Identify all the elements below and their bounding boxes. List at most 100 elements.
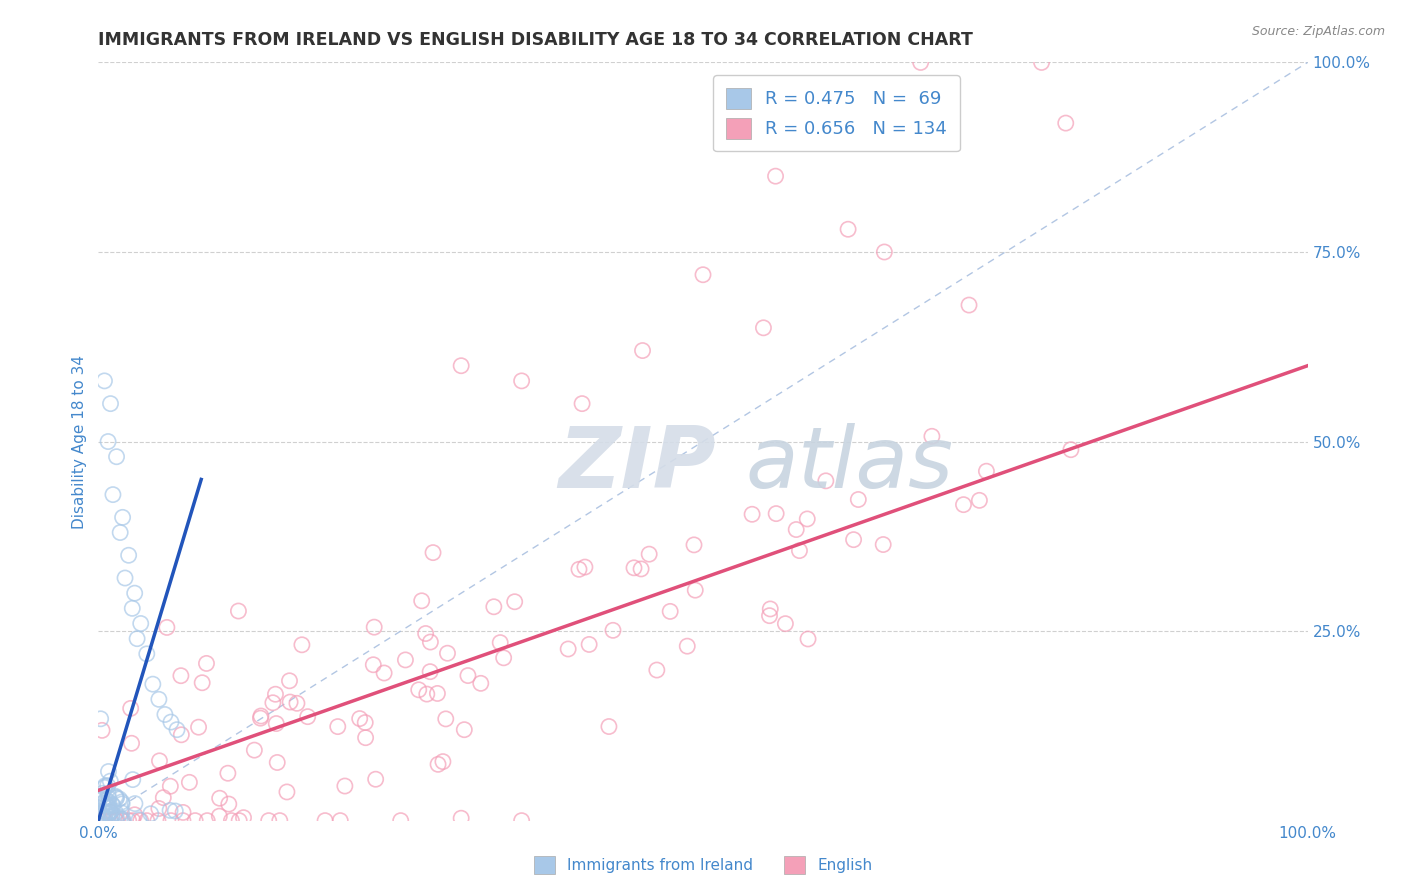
Point — [105, 814, 128, 828]
Point — [108, 811, 131, 825]
Point — [152, 790, 174, 805]
Point — [910, 55, 932, 70]
Point — [758, 608, 780, 623]
Point — [470, 676, 492, 690]
Point — [100, 805, 122, 820]
Point — [291, 638, 314, 652]
Point — [873, 244, 896, 259]
Y-axis label: Disability Age 18 to 34: Disability Age 18 to 34 — [72, 354, 87, 529]
Point — [124, 797, 146, 811]
Point — [89, 814, 111, 828]
Point — [94, 779, 117, 793]
Point — [568, 562, 591, 576]
Point — [93, 374, 115, 388]
Point — [262, 696, 284, 710]
Point — [105, 812, 128, 826]
Point — [114, 571, 136, 585]
Point — [329, 814, 352, 828]
Point — [97, 791, 120, 805]
Point — [94, 805, 117, 820]
Point — [129, 814, 152, 828]
Point — [100, 808, 122, 822]
Point — [645, 663, 668, 677]
Point — [1060, 442, 1083, 457]
Point — [93, 791, 115, 805]
Point — [96, 798, 118, 813]
Point — [264, 716, 287, 731]
Point — [278, 673, 301, 688]
Point — [90, 808, 112, 822]
Point — [101, 809, 124, 823]
Point — [266, 756, 288, 770]
Point — [97, 798, 120, 813]
Point — [165, 804, 187, 818]
Point — [364, 772, 387, 787]
Point — [326, 720, 349, 734]
Point — [489, 635, 512, 649]
Point — [97, 806, 120, 821]
Point — [432, 755, 454, 769]
Point — [218, 797, 240, 811]
Point — [110, 805, 132, 820]
Point — [333, 779, 356, 793]
Point — [100, 804, 122, 818]
Point — [195, 814, 218, 828]
Point — [503, 595, 526, 609]
Point — [129, 616, 152, 631]
Point — [276, 785, 298, 799]
Point — [510, 374, 533, 388]
Point — [170, 728, 193, 742]
Point — [363, 657, 385, 672]
Point — [94, 792, 117, 806]
Point — [139, 806, 162, 821]
Point — [426, 686, 449, 700]
Point — [482, 599, 505, 614]
Point — [969, 493, 991, 508]
Point — [98, 774, 121, 789]
Point — [97, 786, 120, 800]
Legend: R = 0.475   N =  69, R = 0.656   N = 134: R = 0.475 N = 69, R = 0.656 N = 134 — [713, 75, 960, 152]
Point — [91, 796, 114, 810]
Point — [170, 669, 193, 683]
Point — [105, 791, 128, 805]
Point — [269, 814, 291, 828]
Point — [135, 647, 157, 661]
Point — [96, 800, 118, 814]
Point — [415, 626, 437, 640]
Point — [108, 792, 131, 806]
Point — [111, 814, 134, 828]
Point — [135, 814, 157, 828]
Point — [752, 320, 775, 334]
Point — [557, 642, 579, 657]
Point — [683, 538, 706, 552]
Point — [111, 797, 134, 811]
Point — [104, 805, 127, 820]
Point — [159, 804, 181, 818]
Point — [179, 775, 201, 789]
Point — [128, 813, 150, 827]
Point — [159, 779, 181, 793]
Point — [419, 635, 441, 649]
Point — [1054, 116, 1077, 130]
Point — [631, 343, 654, 358]
Point — [100, 811, 122, 825]
Point — [93, 810, 115, 824]
Point — [100, 805, 122, 819]
Point — [264, 687, 287, 701]
Text: atlas: atlas — [745, 423, 953, 506]
Point — [765, 507, 787, 521]
Point — [105, 450, 128, 464]
Point — [153, 707, 176, 722]
Point — [453, 723, 475, 737]
Point — [156, 620, 179, 634]
Point — [108, 525, 131, 540]
Point — [118, 814, 141, 828]
Point — [692, 268, 714, 282]
Point — [100, 814, 122, 828]
Point — [148, 692, 170, 706]
Point — [416, 687, 439, 701]
Point — [354, 731, 377, 745]
Point — [741, 508, 763, 522]
Point — [759, 602, 782, 616]
Point — [578, 637, 600, 651]
